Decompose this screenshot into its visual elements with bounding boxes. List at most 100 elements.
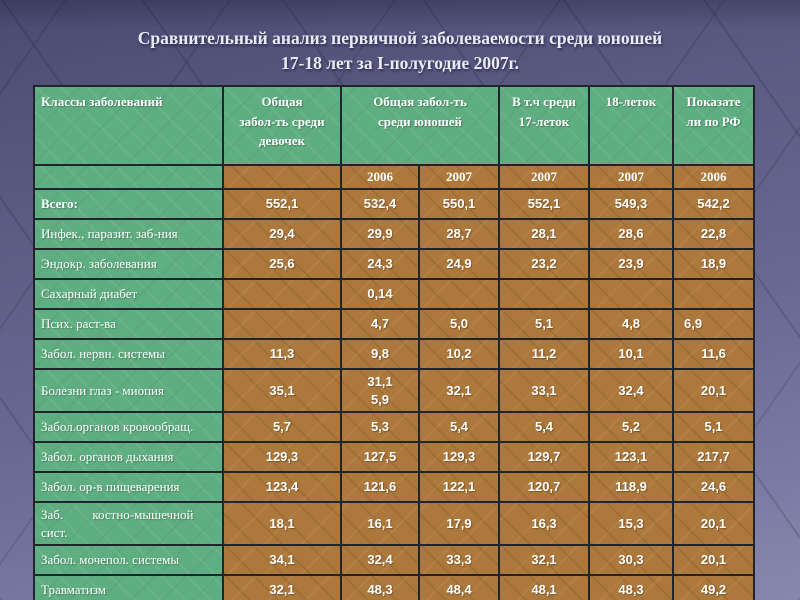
header-boys-morbidity: Общая забол-ть среди юношей bbox=[339, 85, 501, 166]
disease-class-label: Всего: bbox=[33, 188, 224, 220]
value-cell: 129,3 bbox=[222, 441, 342, 474]
value-cell: 9,8 bbox=[340, 338, 420, 370]
table-row: Забол. органов дыхания 129,3 127,5 129,3 129… bbox=[33, 441, 756, 474]
value-cell: 5,4 bbox=[498, 411, 591, 444]
year-row: 2006 2007 2007 2007 2006 bbox=[33, 164, 756, 190]
value-cell: 16,3 bbox=[498, 501, 591, 547]
value-cell: 5,1 bbox=[498, 308, 591, 340]
value-cell: 550,1 bbox=[417, 188, 501, 220]
table-row: Псих. раст-ва 4,7 5,0 5,1 4,8 6,9 bbox=[33, 308, 756, 340]
disease-class-label: Эндокр. заболевания bbox=[33, 248, 224, 280]
table-row: Инфек., паразит. заб-ния 29,4 29,9 28,7 28,1… bbox=[33, 218, 756, 250]
disease-class-label: Забол. нервн. системы bbox=[33, 338, 224, 370]
value-cell: 552,1 bbox=[222, 188, 342, 220]
value-cell: 32,1 bbox=[222, 574, 342, 600]
table-body: Всего: 552,1 532,4 550,1 552,1 549,3 542,2 Инфе… bbox=[33, 188, 756, 600]
value-cell: 5,1 bbox=[672, 411, 756, 444]
value-cell: 129,7 bbox=[498, 441, 591, 474]
value-cell: 5,3 bbox=[340, 411, 420, 444]
value-cell: 17,9 bbox=[417, 501, 501, 547]
value-cell: 552,1 bbox=[498, 188, 591, 220]
header-age-18: 18-леток bbox=[588, 85, 675, 166]
value-cell: 11,2 bbox=[498, 338, 591, 370]
value-cell: 32,4 bbox=[588, 367, 675, 414]
header-girls-morbidity: Общая забол-ть среди девочек bbox=[222, 85, 342, 166]
disease-class-label: Забол. органов дыхания bbox=[33, 441, 224, 474]
value-cell: 549,3 bbox=[588, 188, 675, 220]
value-cell: 4,7 bbox=[340, 308, 420, 340]
value-cell: 6,9 bbox=[672, 308, 756, 340]
value-cell: 28,1 bbox=[498, 218, 591, 250]
value-cell bbox=[222, 278, 342, 310]
table-row: Забол. ор-в пищеварения 123,4 121,6 122,1 12… bbox=[33, 471, 756, 504]
year-cell-boys-2006: 2006 bbox=[340, 164, 420, 190]
value-cell: 118,9 bbox=[588, 471, 675, 504]
value-cell: 49,2 bbox=[672, 574, 756, 600]
disease-class-label: Псих. раст-ва bbox=[33, 308, 224, 340]
value-cell: 20,1 bbox=[672, 367, 756, 414]
table-row: Эндокр. заболевания 25,6 24,3 24,9 23,2 23,9 1… bbox=[33, 248, 756, 280]
value-cell: 16,1 bbox=[340, 501, 420, 547]
value-cell: 0,14 bbox=[340, 278, 420, 310]
value-cell: 29,9 bbox=[340, 218, 420, 250]
value-cell: 24,3 bbox=[340, 248, 420, 280]
table-row: Болезни глаз - миопия 35,1 31,1 5,9 32,1 33,… bbox=[33, 367, 756, 414]
disease-class-label: Сахарный диабет bbox=[33, 278, 224, 310]
title-line-1: Сравнительный анализ первичной заболевае… bbox=[137, 28, 663, 48]
value-cell: 11,6 bbox=[672, 338, 756, 370]
value-cell: 217,7 bbox=[672, 441, 756, 474]
slide-title: Сравнительный анализ первичной заболевае… bbox=[20, 26, 780, 76]
header-disease-classes: Классы заболеваний bbox=[33, 85, 224, 166]
year-cell-boys-2007: 2007 bbox=[417, 164, 501, 190]
table-row: Забол. мочепол. системы 34,1 32,4 33,3 32,1 3… bbox=[33, 544, 756, 577]
value-cell: 29,4 bbox=[222, 218, 342, 250]
value-cell: 120,7 bbox=[498, 471, 591, 504]
value-cell: 28,7 bbox=[417, 218, 501, 250]
value-cell: 22,8 bbox=[672, 218, 756, 250]
value-cell: 32,1 bbox=[417, 367, 501, 414]
table-row: Забол. нервн. системы 11,3 9,8 10,2 11,2 10,1… bbox=[33, 338, 756, 370]
value-cell: 10,1 bbox=[588, 338, 675, 370]
value-cell bbox=[222, 308, 342, 340]
value-cell: 20,1 bbox=[672, 544, 756, 577]
value-cell: 33,3 bbox=[417, 544, 501, 577]
value-cell: 5,2 bbox=[588, 411, 675, 444]
value-cell: 33,1 bbox=[498, 367, 591, 414]
disease-class-label: Забол. ор-в пищеварения bbox=[33, 471, 224, 504]
table-row: Всего: 552,1 532,4 550,1 552,1 549,3 542,2 bbox=[33, 188, 756, 220]
value-cell: 23,9 bbox=[588, 248, 675, 280]
value-cell bbox=[588, 278, 675, 310]
header-age-17: В т.ч среди 17-леток bbox=[498, 85, 591, 166]
value-cell: 24,9 bbox=[417, 248, 501, 280]
table-row: Сахарный диабет 0,14 bbox=[33, 278, 756, 310]
value-cell: 24,6 bbox=[672, 471, 756, 504]
value-cell: 123,4 bbox=[222, 471, 342, 504]
value-cell: 25,6 bbox=[222, 248, 342, 280]
value-cell: 4,8 bbox=[588, 308, 675, 340]
value-cell: 10,2 bbox=[417, 338, 501, 370]
value-cell: 20,1 bbox=[672, 501, 756, 547]
value-cell bbox=[417, 278, 501, 310]
disease-class-label: Болезни глаз - миопия bbox=[33, 367, 224, 414]
value-cell: 127,5 bbox=[340, 441, 420, 474]
value-cell: 48,3 bbox=[588, 574, 675, 600]
value-cell: 48,3 bbox=[340, 574, 420, 600]
year-cell-classes bbox=[33, 164, 224, 190]
morbidity-table: Классы заболеваний Общая забол-ть среди … bbox=[33, 85, 756, 600]
value-cell: 23,2 bbox=[498, 248, 591, 280]
table-row: Забол.органов кровообращ. 5,7 5,3 5,4 5,4 5,2… bbox=[33, 411, 756, 444]
value-cell bbox=[498, 278, 591, 310]
title-line-2: 17-18 лет за I-полугодие 2007г. bbox=[281, 52, 519, 73]
year-cell-girls bbox=[222, 164, 342, 190]
disease-class-label: Заб. костно-мышечной сист. bbox=[33, 501, 224, 547]
value-cell: 32,4 bbox=[340, 544, 420, 577]
value-cell: 18,9 bbox=[672, 248, 756, 280]
value-cell: 18,1 bbox=[222, 501, 342, 547]
header-row: Классы заболеваний Общая забол-ть среди … bbox=[33, 85, 756, 166]
value-cell: 48,1 bbox=[498, 574, 591, 600]
value-cell: 129,3 bbox=[417, 441, 501, 474]
disease-class-label: Забол.органов кровообращ. bbox=[33, 411, 224, 444]
value-cell: 122,1 bbox=[417, 471, 501, 504]
year-cell-age17: 2007 bbox=[498, 164, 591, 190]
